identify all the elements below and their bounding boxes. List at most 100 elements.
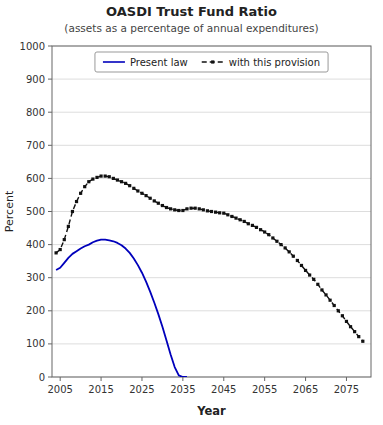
point — [337, 309, 340, 312]
point — [230, 215, 233, 218]
x-axis-label: Year — [196, 404, 226, 418]
point — [91, 177, 94, 180]
point — [263, 230, 266, 233]
point — [124, 182, 127, 185]
point — [324, 293, 327, 296]
point — [198, 207, 201, 210]
point — [333, 304, 336, 307]
point — [132, 187, 135, 190]
point — [206, 209, 209, 212]
point — [361, 340, 364, 343]
point — [296, 259, 299, 262]
axes: 0100200300400500600700800900100020052015… — [20, 41, 371, 396]
y-tick — [48, 79, 52, 80]
point — [112, 177, 115, 180]
point — [329, 299, 332, 302]
legend-swatch — [103, 61, 125, 63]
point — [279, 243, 282, 246]
x-tick — [223, 377, 224, 381]
x-tick-label: 2045 — [211, 384, 236, 395]
y-tick-label: 200 — [26, 305, 45, 316]
point — [349, 325, 352, 328]
chart: OASDI Trust Fund Ratio(assets as a perce… — [0, 0, 383, 425]
point — [214, 211, 217, 214]
x-tick — [305, 377, 306, 381]
x-tick-label: 2065 — [293, 384, 318, 395]
x-tick-label: 2025 — [129, 384, 154, 395]
y-tick-label: 1000 — [20, 41, 45, 52]
point — [202, 208, 205, 211]
x-tick — [60, 377, 61, 381]
y-tick-label: 700 — [26, 140, 45, 151]
x-tick-label: 2075 — [334, 384, 359, 395]
point — [116, 178, 119, 181]
y-tick-label: 400 — [26, 239, 45, 250]
point — [210, 210, 213, 213]
point — [59, 248, 62, 251]
point — [288, 250, 291, 253]
grid-line — [52, 343, 371, 344]
x-tick — [264, 377, 265, 381]
subtitle: (assets as a percentage of annual expend… — [64, 22, 318, 34]
point — [95, 176, 98, 179]
y-tick-label: 300 — [26, 272, 45, 283]
x-tick — [346, 377, 347, 381]
y-tick — [48, 277, 52, 278]
legend-box — [95, 52, 328, 72]
point — [79, 192, 82, 195]
y-tick-label: 900 — [26, 74, 45, 85]
point — [169, 207, 172, 210]
y-tick — [48, 178, 52, 179]
y-tick — [48, 343, 52, 344]
point — [83, 185, 86, 188]
point — [75, 200, 78, 203]
grid-line — [52, 79, 371, 80]
point — [353, 330, 356, 333]
point — [357, 335, 360, 338]
point — [128, 184, 131, 187]
plot-area — [54, 174, 364, 377]
plot-frame — [52, 46, 371, 377]
point — [149, 197, 152, 200]
point — [104, 174, 107, 177]
y-axis-label: Percent — [3, 190, 16, 232]
point — [345, 320, 348, 323]
grid-line — [52, 178, 371, 179]
point — [251, 224, 254, 227]
point — [247, 222, 250, 225]
point — [226, 213, 229, 216]
point — [108, 175, 111, 178]
grid-line — [52, 277, 371, 278]
x-tick — [101, 377, 102, 381]
point — [194, 207, 197, 210]
y-tick-label: 600 — [26, 173, 45, 184]
point — [165, 206, 168, 209]
point — [157, 202, 160, 205]
point — [185, 207, 188, 210]
point — [316, 283, 319, 286]
grid-line — [52, 145, 371, 146]
x-tick-label: 2005 — [47, 384, 72, 395]
x-tick-label: 2035 — [170, 384, 195, 395]
legend-label: with this provision — [229, 57, 320, 68]
legend-swatch — [202, 61, 224, 63]
point — [222, 212, 225, 215]
grid-line — [52, 244, 371, 245]
legend: Present lawwith this provision — [95, 52, 328, 72]
point — [284, 246, 287, 249]
y-tick-label: 0 — [39, 372, 45, 383]
point — [320, 288, 323, 291]
y-tick — [48, 310, 52, 311]
point — [140, 192, 143, 195]
point — [234, 217, 237, 220]
point — [54, 251, 57, 254]
point — [267, 233, 270, 236]
point — [275, 240, 278, 243]
point — [189, 207, 192, 210]
x-tick — [182, 377, 183, 381]
point — [71, 210, 74, 213]
grid-line — [52, 112, 371, 113]
point — [292, 255, 295, 258]
y-tick — [48, 211, 52, 212]
point — [259, 228, 262, 231]
